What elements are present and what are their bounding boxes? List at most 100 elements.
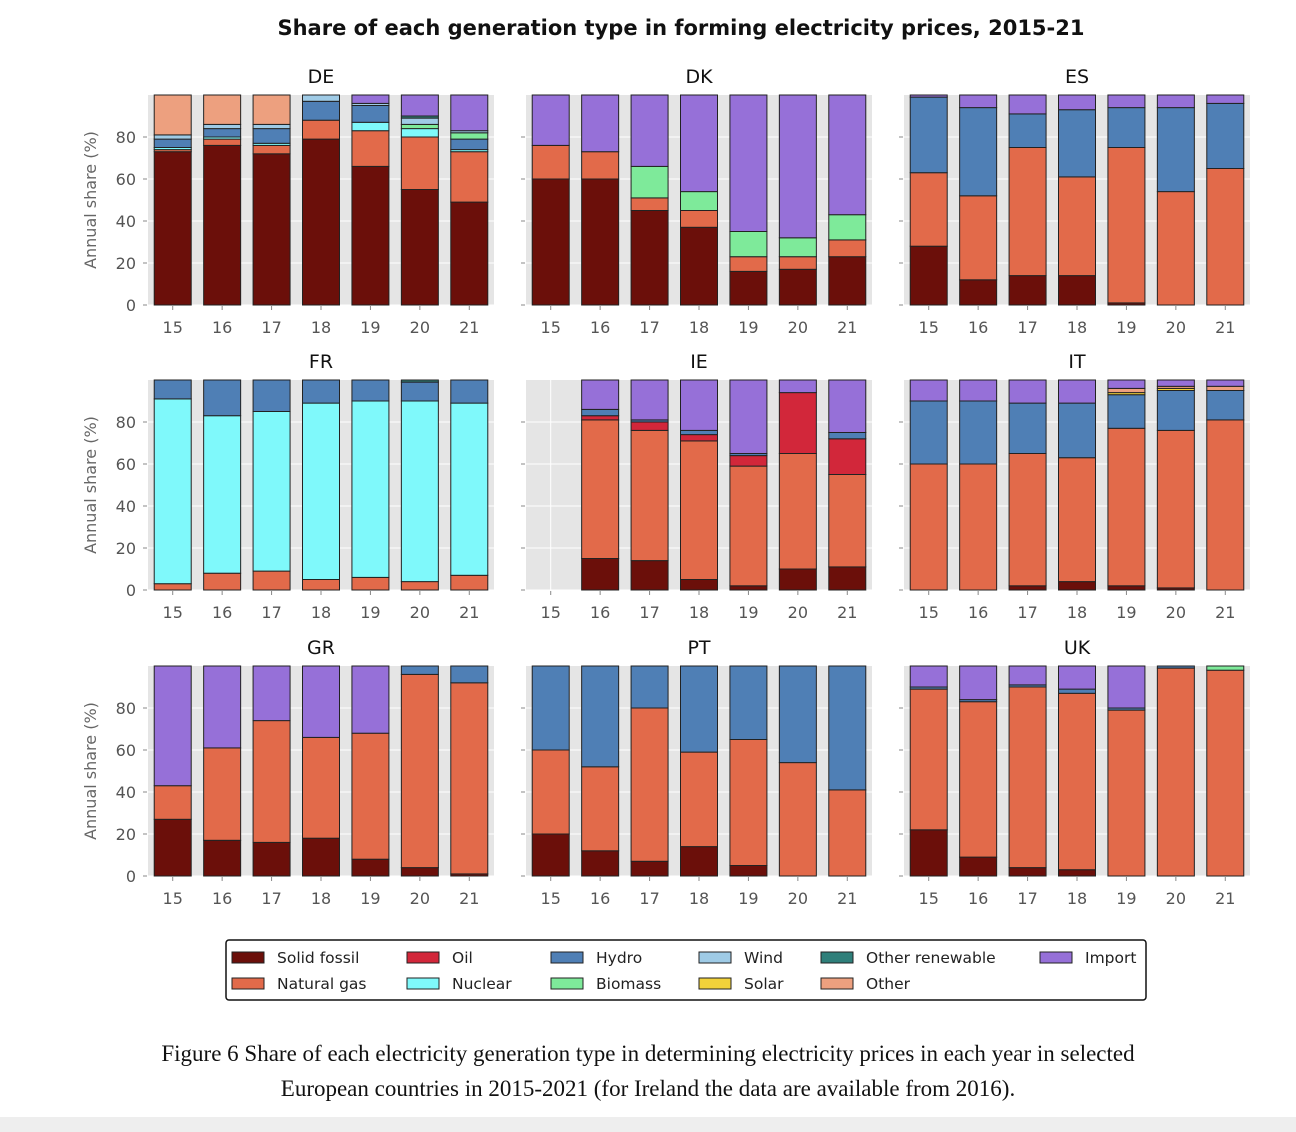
x-tick-label: 16 bbox=[968, 889, 988, 908]
bar-segment-uk-16-import bbox=[959, 665, 998, 701]
bar-segment-gr-21-natural-gas bbox=[450, 682, 489, 875]
legend-label-oil: Oil bbox=[452, 949, 473, 967]
bar-segment-uk-17-natural-gas bbox=[1008, 686, 1047, 869]
y-tick-label: 0 bbox=[126, 296, 136, 315]
bar-segment-ie-18-natural-gas bbox=[680, 440, 718, 580]
bar-segment-uk-20-hydro bbox=[1156, 665, 1195, 669]
bar-segment-es-15-hydro bbox=[909, 96, 948, 174]
bar-segment-fr-16-hydro bbox=[203, 379, 242, 417]
bar-segment-ie-21-solid-fossil bbox=[828, 566, 867, 591]
bar-segment-es-19-import bbox=[1107, 94, 1146, 109]
bar-segment-gr-18-import bbox=[302, 665, 340, 738]
x-tick-label: 17 bbox=[1017, 889, 1037, 908]
legend-swatch-import bbox=[1039, 951, 1073, 964]
bar-segment-es-18-import bbox=[1058, 94, 1096, 111]
bar-segment-ie-18-solid-fossil bbox=[680, 579, 718, 591]
bar-segment-fr-18-natural-gas bbox=[302, 579, 340, 591]
x-tick-label: 18 bbox=[1067, 318, 1087, 337]
bar-segment-it-21-other bbox=[1206, 385, 1245, 391]
bar-segment-ie-20-oil bbox=[778, 392, 817, 455]
x-tick-label: 17 bbox=[639, 603, 659, 622]
bar-segment-it-20-hydro bbox=[1156, 390, 1195, 431]
bar-segment-pt-18-hydro bbox=[680, 665, 718, 753]
legend-label-wind: Wind bbox=[744, 949, 783, 967]
bar-segment-pt-20-natural-gas bbox=[778, 762, 817, 877]
bar-segment-es-19-natural-gas bbox=[1107, 147, 1146, 304]
bar-segment-dk-16-natural-gas bbox=[581, 151, 620, 180]
bar-segment-gr-20-solid-fossil bbox=[400, 867, 439, 877]
bar-segment-pt-17-solid-fossil bbox=[630, 860, 669, 877]
bar-segment-de-17-other bbox=[252, 94, 291, 125]
legend-swatch-wind bbox=[698, 951, 732, 964]
panel-title: GR bbox=[307, 637, 335, 659]
y-tick-label: 20 bbox=[116, 254, 136, 273]
bar-segment-dk-18-import bbox=[680, 94, 718, 193]
bar-segment-dk-19-import bbox=[729, 94, 768, 232]
bar-segment-uk-21-biomass bbox=[1206, 665, 1245, 671]
bar-segment-ie-20-import bbox=[778, 379, 817, 394]
x-tick-label: 20 bbox=[1166, 889, 1186, 908]
x-tick-label: 21 bbox=[459, 889, 479, 908]
bar-segment-ie-16-oil bbox=[581, 415, 620, 421]
x-tick-label: 20 bbox=[788, 889, 808, 908]
legend-label-other: Other bbox=[866, 975, 911, 993]
chart-panels: 15 16 17 18 19 20 21 0 20 40 60 80 Annual share (%) D… bbox=[81, 66, 1250, 908]
bar-segment-pt-18-solid-fossil bbox=[680, 846, 718, 877]
x-tick-label: 21 bbox=[837, 318, 857, 337]
bar-segment-it-17-solid-fossil bbox=[1008, 585, 1047, 591]
bar-segment-de-16-wind bbox=[203, 123, 242, 130]
legend-label-biomass: Biomass bbox=[596, 975, 661, 993]
bar-segment-ie-17-import bbox=[630, 379, 669, 421]
bar-segment-pt-15-solid-fossil bbox=[531, 833, 570, 877]
x-tick-label: 16 bbox=[968, 603, 988, 622]
legend-swatch-natural-gas bbox=[231, 977, 265, 990]
x-tick-label: 21 bbox=[1215, 603, 1235, 622]
bar-segment-es-21-hydro bbox=[1206, 102, 1245, 169]
bar-segment-fr-15-natural-gas bbox=[153, 583, 192, 591]
bar-segment-dk-21-natural-gas bbox=[828, 239, 867, 258]
x-tick-label: 15 bbox=[163, 318, 183, 337]
y-axis-label: Annual share (%) bbox=[81, 131, 100, 269]
panel-ie: 15 16 17 18 19 20 21 IE bbox=[521, 351, 872, 622]
bar-segment-ie-19-natural-gas bbox=[729, 465, 768, 587]
bar-segment-ie-16-import bbox=[581, 379, 620, 410]
x-tick-label: 20 bbox=[788, 603, 808, 622]
bar-segment-it-20-import bbox=[1156, 379, 1195, 387]
bar-segment-gr-17-natural-gas bbox=[252, 720, 291, 843]
bar-segment-it-15-natural-gas bbox=[909, 463, 948, 591]
bar-segment-de-20-natural-gas bbox=[400, 136, 439, 190]
x-tick-label: 21 bbox=[459, 318, 479, 337]
x-tick-label: 16 bbox=[968, 318, 988, 337]
bar-segment-dk-21-solid-fossil bbox=[828, 256, 867, 306]
bar-segment-dk-18-natural-gas bbox=[680, 210, 718, 228]
x-tick-label: 17 bbox=[261, 603, 281, 622]
bar-segment-es-21-import bbox=[1206, 94, 1245, 104]
bar-segment-es-15-solid-fossil bbox=[909, 245, 948, 306]
bar-segment-gr-16-natural-gas bbox=[203, 747, 242, 841]
legend-swatch-oil bbox=[406, 951, 440, 964]
bar-segment-fr-21-nuclear bbox=[450, 402, 489, 576]
x-tick-label: 18 bbox=[1067, 603, 1087, 622]
bar-segment-it-16-hydro bbox=[959, 400, 998, 465]
bar-segment-pt-19-solid-fossil bbox=[729, 865, 768, 877]
y-tick-label: 40 bbox=[116, 212, 136, 231]
bar-segment-fr-20-natural-gas bbox=[400, 581, 439, 591]
bar-segment-es-16-hydro bbox=[959, 107, 998, 197]
bar-segment-de-21-hydro bbox=[450, 138, 489, 151]
bar-segment-dk-20-natural-gas bbox=[778, 256, 817, 270]
bar-segment-gr-17-solid-fossil bbox=[252, 841, 291, 877]
bar-segment-dk-17-natural-gas bbox=[630, 197, 669, 211]
y-tick-label: 0 bbox=[126, 867, 136, 886]
bar-segment-dk-15-natural-gas bbox=[531, 144, 570, 180]
x-tick-label: 15 bbox=[541, 318, 561, 337]
x-tick-label: 19 bbox=[738, 603, 758, 622]
y-tick-label: 20 bbox=[116, 825, 136, 844]
bar-segment-es-20-natural-gas bbox=[1156, 191, 1195, 306]
bar-segment-ie-20-natural-gas bbox=[778, 453, 817, 570]
legend-label-solar: Solar bbox=[744, 975, 784, 993]
bar-segment-de-18-hydro bbox=[302, 100, 340, 121]
bar-segment-gr-19-natural-gas bbox=[351, 732, 390, 860]
bar-segment-it-16-natural-gas bbox=[959, 463, 998, 591]
bar-segment-gr-17-import bbox=[252, 665, 291, 722]
x-tick-label: 15 bbox=[541, 603, 561, 622]
